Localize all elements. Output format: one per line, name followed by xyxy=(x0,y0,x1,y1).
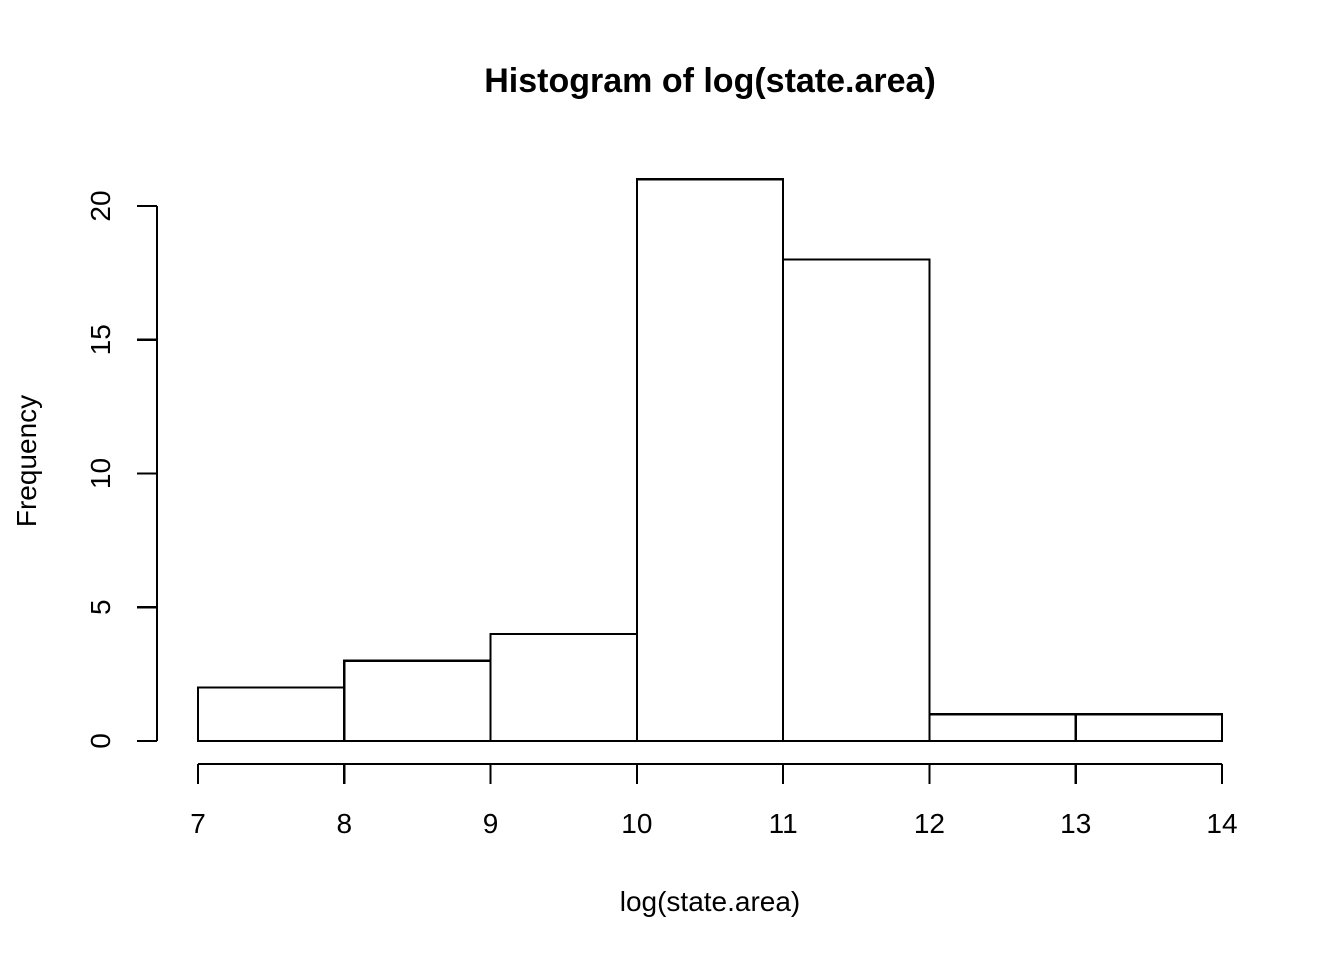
histogram-bar-6 xyxy=(928,713,1077,743)
x-tick-label-12: 12 xyxy=(914,808,945,839)
y-tick-label-0: 0 xyxy=(85,733,116,749)
histogram-bar-5 xyxy=(782,258,931,743)
x-axis: 7 8 9 10 11 12 13 14 xyxy=(190,762,1238,839)
histogram-bar-2 xyxy=(343,659,492,743)
histogram-bar-4 xyxy=(635,178,785,743)
histogram-bar-1 xyxy=(196,686,346,743)
x-tick-label-9: 9 xyxy=(483,808,499,839)
x-tick-label-14: 14 xyxy=(1206,808,1237,839)
x-tick-label-8: 8 xyxy=(336,808,352,839)
x-axis-title: log(state.area) xyxy=(620,886,801,917)
y-tick-label-20: 20 xyxy=(85,190,116,221)
x-tick-label-13: 13 xyxy=(1060,808,1091,839)
chart-title: Histogram of log(state.area) xyxy=(484,62,936,100)
x-tick-label-11: 11 xyxy=(769,808,798,839)
y-tick-label-15: 15 xyxy=(85,324,116,355)
histogram-bar-3 xyxy=(489,632,638,743)
y-tick-label-5: 5 xyxy=(85,599,116,615)
x-tick-label-10: 10 xyxy=(621,808,652,839)
y-axis: 0 5 10 15 20 xyxy=(85,190,159,749)
histogram-bar-7 xyxy=(1074,713,1224,743)
y-tick-label-10: 10 xyxy=(85,458,116,489)
bar-group xyxy=(196,178,1224,743)
y-axis-title: Frequency xyxy=(11,395,42,527)
x-tick-label-7: 7 xyxy=(190,808,206,839)
